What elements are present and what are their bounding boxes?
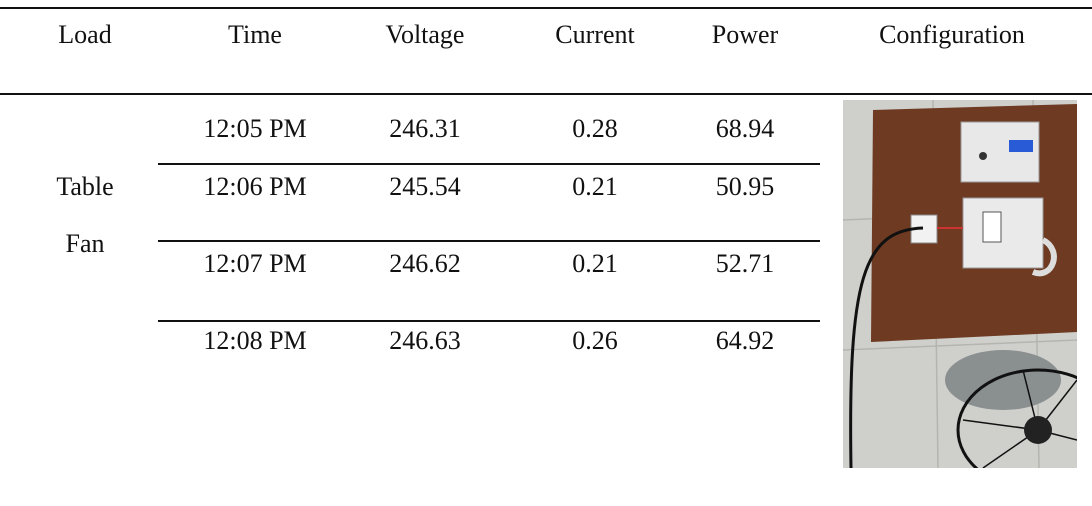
configuration-photo	[843, 100, 1077, 468]
data-cell: 12:06 PM	[203, 172, 306, 202]
data-cell: 0.28	[572, 114, 618, 144]
row-rule	[158, 320, 820, 322]
row-rule	[158, 240, 820, 242]
data-cell: 0.21	[572, 249, 618, 279]
data-cell: 0.26	[572, 326, 618, 356]
data-cell: 245.54	[389, 172, 461, 202]
load-cell: Fan	[66, 229, 105, 259]
data-cell: 246.63	[389, 326, 461, 356]
header-cell: Current	[555, 20, 634, 50]
data-cell: 12:08 PM	[203, 326, 306, 356]
data-cell: 64.92	[716, 326, 775, 356]
load-cell: Table	[56, 172, 113, 202]
header-cell: Time	[228, 20, 282, 50]
data-cell: 12:05 PM	[203, 114, 306, 144]
header-cell: Voltage	[386, 20, 465, 50]
data-cell: 246.62	[389, 249, 461, 279]
data-cell: 52.71	[716, 249, 775, 279]
header-cell: Load	[58, 20, 111, 50]
data-cell: 50.95	[716, 172, 775, 202]
row-rule	[158, 163, 820, 165]
header-cell: Configuration	[879, 20, 1025, 50]
data-cell: 68.94	[716, 114, 775, 144]
data-cell: 246.31	[389, 114, 461, 144]
data-cell: 0.21	[572, 172, 618, 202]
data-cell: 12:07 PM	[203, 249, 306, 279]
header-rule	[0, 93, 1092, 95]
header-cell: Power	[712, 20, 778, 50]
top-rule	[0, 7, 1092, 9]
table-page: Table Fan Load Time Voltage Current Power Con…	[0, 0, 1092, 506]
